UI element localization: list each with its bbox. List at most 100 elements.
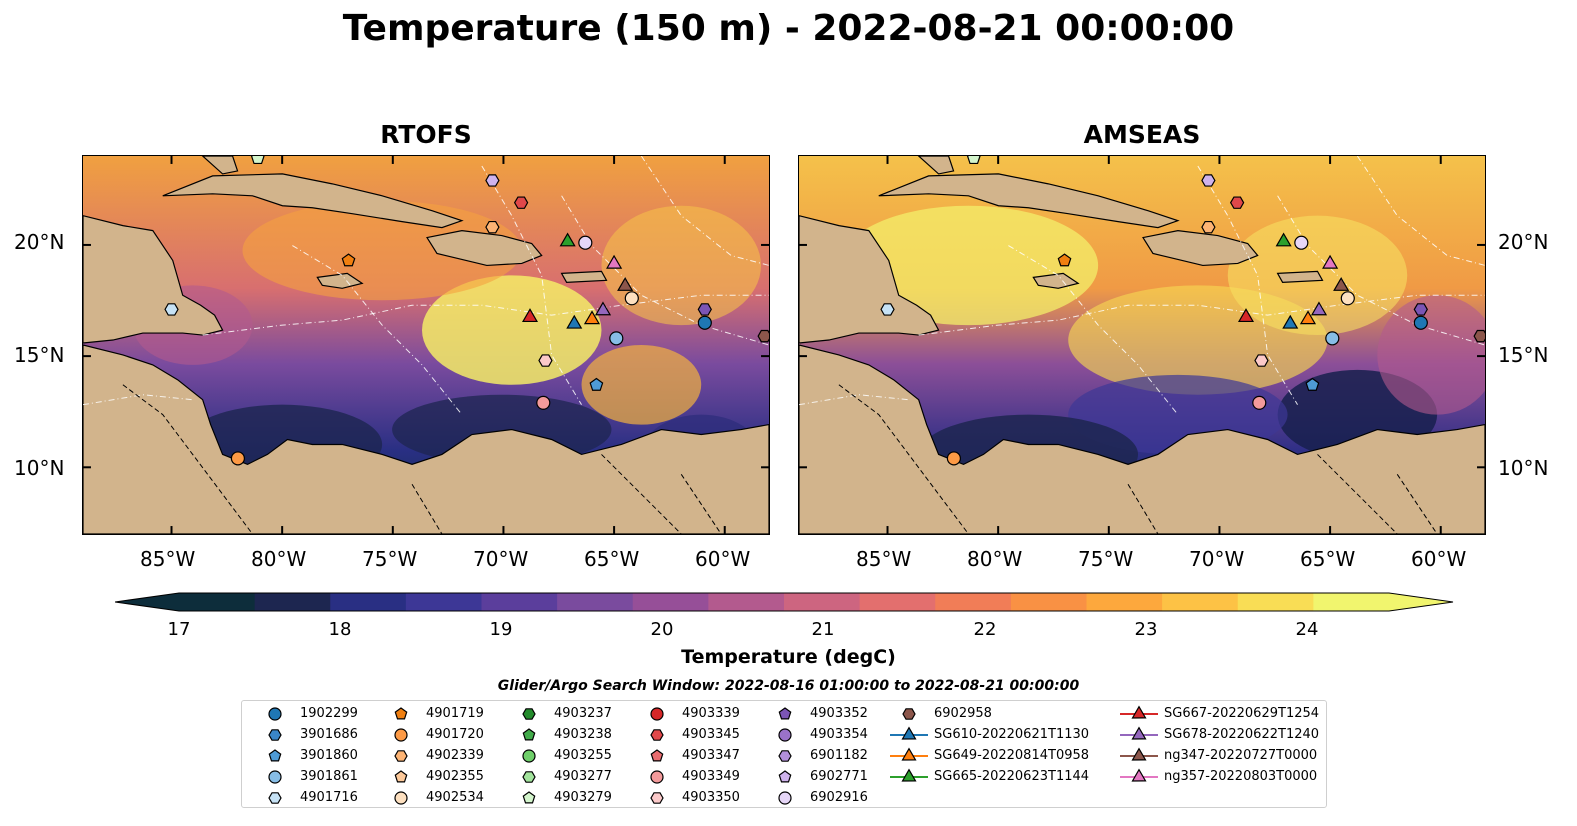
y-tick-label: 15°N bbox=[1498, 343, 1549, 367]
y-tick-label: 15°N bbox=[14, 343, 65, 367]
rtofs-map[interactable] bbox=[82, 155, 770, 535]
legend-label: SG667-20220629T1254 bbox=[1164, 706, 1320, 721]
legend-label: SG678-20220622T1240 bbox=[1164, 727, 1320, 742]
marker-SG667-20220629T1254[interactable] bbox=[521, 308, 539, 323]
legend-marker-icon bbox=[890, 768, 928, 782]
marker-SG649-20220814T0958[interactable] bbox=[1299, 310, 1317, 325]
colorbar-segment bbox=[1237, 593, 1314, 611]
legend-label: 3901860 bbox=[300, 748, 358, 763]
marker-4901720[interactable] bbox=[946, 451, 961, 466]
marker-4902339[interactable] bbox=[1201, 220, 1216, 234]
marker-4903349[interactable] bbox=[1252, 395, 1267, 410]
marker-6902771[interactable] bbox=[1201, 174, 1216, 187]
marker-4902339[interactable] bbox=[485, 220, 500, 234]
legend-marker-icon bbox=[394, 770, 408, 783]
marker-3901860[interactable] bbox=[1305, 377, 1320, 391]
legend-label: ng357-20220803T0000 bbox=[1164, 769, 1318, 784]
florida-land bbox=[917, 156, 955, 175]
legend-marker-icon bbox=[522, 791, 536, 804]
legend-label: 1902299 bbox=[300, 706, 358, 721]
legend-marker-icon bbox=[268, 792, 282, 804]
marker-4901716[interactable] bbox=[880, 303, 895, 316]
colorbar-segment bbox=[1313, 593, 1390, 611]
marker-6902916[interactable] bbox=[1294, 235, 1309, 250]
marker-4903352[interactable] bbox=[697, 303, 712, 316]
marker-3901861[interactable] bbox=[609, 331, 624, 346]
colorbar-segment bbox=[632, 593, 709, 611]
marker-4903345[interactable] bbox=[513, 196, 529, 209]
x-tick-label: 80°W bbox=[251, 547, 307, 571]
colorbar-segment bbox=[179, 593, 256, 611]
marker-3901861[interactable] bbox=[1325, 331, 1340, 346]
cuba-land bbox=[162, 173, 464, 229]
marker-ng357-20220803T0000[interactable] bbox=[1322, 254, 1339, 269]
yucatan-land bbox=[799, 215, 940, 344]
legend-label: SG610-20220621T1130 bbox=[934, 727, 1090, 742]
legend-marker-icon bbox=[1120, 768, 1158, 782]
marker-SG667-20220629T1254[interactable] bbox=[1237, 308, 1255, 323]
x-tick-label: 70°W bbox=[473, 547, 529, 571]
legend-marker-icon bbox=[778, 728, 792, 742]
marker-4901719[interactable] bbox=[1057, 253, 1072, 267]
x-tick-label: 80°W bbox=[967, 547, 1023, 571]
legend-marker-icon bbox=[268, 770, 282, 784]
panel-title-amseas: AMSEAS bbox=[1083, 120, 1201, 149]
colorbar-tick-label: 21 bbox=[811, 619, 835, 640]
amseas-map[interactable] bbox=[798, 155, 1486, 535]
marker-4903352[interactable] bbox=[1413, 303, 1428, 316]
marker-1902299[interactable] bbox=[697, 315, 712, 330]
x-tick-label: 85°W bbox=[140, 547, 196, 571]
legend-label: 4903339 bbox=[682, 706, 740, 721]
marker-SG649-20220814T0958[interactable] bbox=[583, 310, 601, 325]
legend-label: 4903347 bbox=[682, 748, 740, 763]
colorbar-label: Temperature (degC) bbox=[681, 646, 896, 668]
colorbar-segment bbox=[935, 593, 1012, 611]
legend-label: 4903238 bbox=[554, 727, 612, 742]
marker-ng357-20220803T0000[interactable] bbox=[606, 254, 623, 269]
marker-6902958[interactable] bbox=[757, 329, 769, 343]
marker-SG610-20220621T1130[interactable] bbox=[1282, 314, 1299, 329]
search-window-text: Glider/Argo Search Window: 2022-08-16 01… bbox=[497, 678, 1080, 694]
figure-title: Temperature (150 m) - 2022-08-21 00:00:0… bbox=[342, 8, 1235, 49]
marker-SG665-20220623T1144[interactable] bbox=[559, 232, 576, 247]
marker-6902916[interactable] bbox=[578, 235, 593, 250]
jamaica-land bbox=[316, 272, 364, 289]
legend-marker-icon bbox=[650, 792, 664, 804]
marker-1902299[interactable] bbox=[1413, 315, 1428, 330]
legend-label: 6902916 bbox=[810, 790, 868, 805]
marker-ng347-20220727T0000[interactable] bbox=[1333, 276, 1350, 291]
legend-marker-icon bbox=[890, 747, 928, 761]
marker-6902771[interactable] bbox=[485, 174, 500, 187]
legend-label: 6902771 bbox=[810, 769, 868, 784]
marker-4903279[interactable] bbox=[250, 156, 265, 165]
marker-ng347-20220727T0000[interactable] bbox=[617, 276, 634, 291]
legend-label: 4903345 bbox=[682, 727, 740, 742]
marker-4901720[interactable] bbox=[230, 451, 245, 466]
marker-4901719[interactable] bbox=[341, 253, 356, 267]
marker-4902534[interactable] bbox=[1340, 291, 1355, 306]
marker-4903350[interactable] bbox=[538, 354, 553, 367]
marker-4903345[interactable] bbox=[1229, 196, 1245, 209]
legend-marker-icon bbox=[778, 707, 792, 720]
marker-3901860[interactable] bbox=[589, 377, 604, 391]
marker-SG665-20220623T1144[interactable] bbox=[1275, 232, 1292, 247]
hispaniola-land bbox=[1142, 230, 1259, 267]
legend-marker-icon bbox=[650, 729, 664, 741]
cuba-land bbox=[878, 173, 1180, 229]
marker-4903349[interactable] bbox=[536, 395, 551, 410]
marker-4902534[interactable] bbox=[624, 291, 639, 306]
marker-SG678-20220622T1240[interactable] bbox=[1310, 301, 1328, 316]
colorbar-segment bbox=[1010, 593, 1087, 611]
marker-SG678-20220622T1240[interactable] bbox=[594, 301, 612, 316]
colorbar-segment bbox=[784, 593, 861, 611]
marker-4903279[interactable] bbox=[966, 156, 981, 165]
marker-4903350[interactable] bbox=[1254, 354, 1269, 367]
legend-label: 4901719 bbox=[426, 706, 484, 721]
marker-SG610-20220621T1130[interactable] bbox=[566, 314, 583, 329]
legend-label: 4901716 bbox=[300, 790, 358, 805]
y-tick-label: 10°N bbox=[14, 456, 65, 480]
marker-6902958[interactable] bbox=[1473, 329, 1485, 343]
legend-marker-icon bbox=[650, 770, 664, 784]
marker-4901716[interactable] bbox=[164, 303, 179, 316]
legend-marker-icon bbox=[522, 771, 536, 783]
